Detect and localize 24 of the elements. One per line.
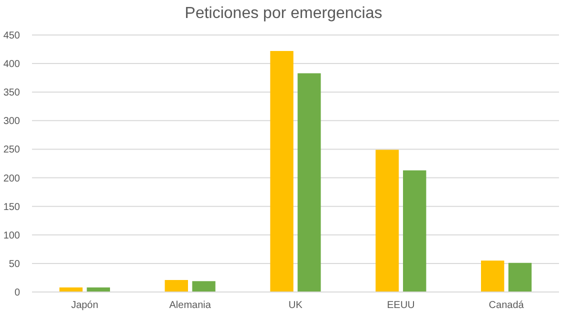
bar (508, 262, 532, 292)
x-tick-label: Canadá (488, 300, 524, 311)
bar (376, 150, 399, 292)
x-tick-label: UK (288, 300, 303, 311)
bar (298, 73, 321, 292)
chart-title: Peticiones por emergencias (184, 5, 382, 22)
y-tick-label: 400 (3, 59, 20, 70)
bar (164, 280, 188, 292)
bar (270, 50, 294, 292)
x-tick-label: Alemania (169, 300, 212, 311)
y-tick-label: 0 (14, 288, 20, 298)
bar (403, 170, 426, 292)
y-tick-label: 150 (3, 202, 20, 213)
y-tick-label: 250 (3, 144, 20, 156)
y-tick-label: 100 (3, 230, 20, 242)
y-tick-label: 200 (3, 173, 20, 184)
y-tick-label: 300 (3, 116, 20, 128)
bar (481, 260, 504, 292)
x-tick-label: Japón (71, 300, 98, 311)
y-tick-label: 350 (3, 88, 20, 99)
y-tick-label: 450 (3, 30, 20, 42)
x-tick-label: EEUU (387, 300, 415, 311)
y-tick-label: 50 (8, 258, 20, 270)
bar (192, 281, 216, 292)
